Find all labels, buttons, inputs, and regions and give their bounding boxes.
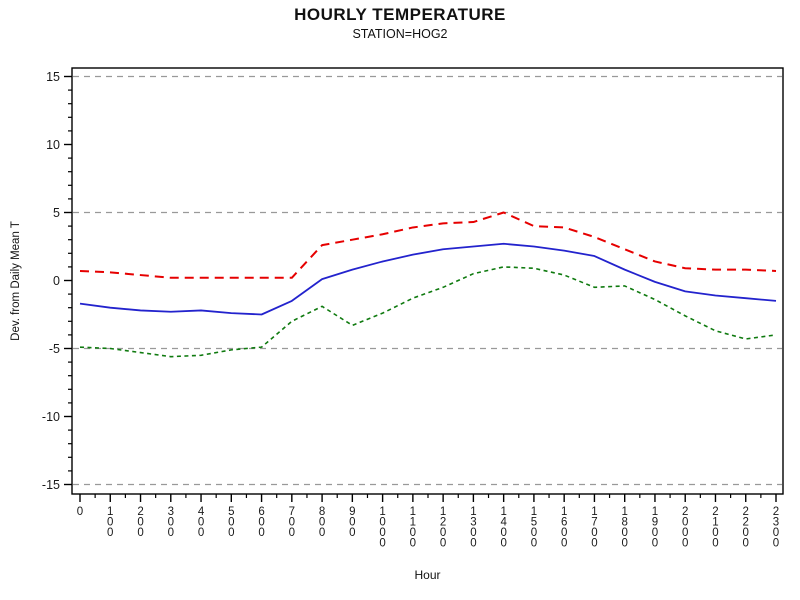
series-lower-green-dashed bbox=[79, 266, 777, 358]
chart-subtitle: STATION=HOG2 bbox=[352, 27, 448, 41]
plot-frame bbox=[71, 67, 784, 495]
y-tick-label: 10 bbox=[46, 138, 60, 152]
y-tick-label: -5 bbox=[49, 342, 60, 356]
series-middle-blue-solid bbox=[79, 242, 777, 316]
x-tick-label: 0 bbox=[77, 506, 83, 518]
y-tick-label: -10 bbox=[42, 410, 60, 424]
series-upper-red-dashed bbox=[79, 211, 777, 279]
y-tick-label: -15 bbox=[42, 478, 60, 492]
y-tick-label: 0 bbox=[53, 274, 60, 288]
x-axis-label: Hour bbox=[414, 568, 441, 582]
y-tick-label: 15 bbox=[46, 70, 60, 84]
y-tick-label: 5 bbox=[53, 206, 60, 220]
chart-title: HOURLY TEMPERATURE bbox=[294, 5, 506, 24]
